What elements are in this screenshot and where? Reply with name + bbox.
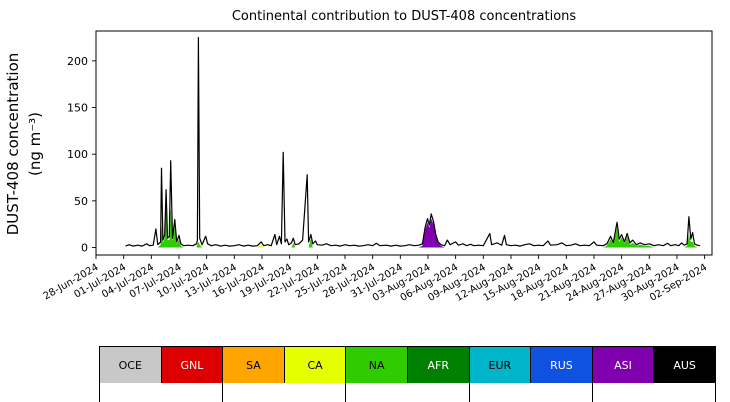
y-tick-label: 0 [81,242,88,255]
total-line [125,36,701,247]
plot-border [95,30,713,256]
y-tick-label: 50 [74,195,88,208]
legend-item-afr: AFR [407,347,470,383]
legend-partial-cell [468,383,592,402]
legend-item-oce: OCE [100,347,162,383]
legend-item-sa: SA [223,347,285,383]
legend-item-rus: RUS [531,347,593,383]
legend-item-eur: EUR [469,347,532,383]
legend-partial-row [99,383,716,402]
y-tick-label: 150 [67,102,88,115]
y-axis-label-line1: DUST-408 concentration [4,53,22,236]
legend-partial-cell [345,383,468,402]
legend-item-na: NA [346,347,408,383]
legend-partial-cell [99,383,222,402]
legend-item-gnl: GNL [161,347,224,383]
legend-partial-cell [591,383,715,402]
chart-canvas: Continental contribution to DUST-408 con… [4,9,713,304]
legend-item-ca: CA [284,347,347,383]
plot-area: 05010015020028-Jun-202401-Jul-202404-Jul… [42,30,713,304]
y-axis-label-line2: (ng m⁻³) [26,112,44,176]
legend: OCE GNL SA CA NA AFR EUR RUS ASI AUS [99,346,716,384]
legend-item-asi: ASI [592,347,655,383]
y-tick-label: 100 [67,148,88,161]
chart-title: Continental contribution to DUST-408 con… [232,9,577,24]
y-tick-label: 200 [67,55,88,68]
legend-partial-cell [222,383,345,402]
legend-item-aus: AUS [654,347,715,383]
